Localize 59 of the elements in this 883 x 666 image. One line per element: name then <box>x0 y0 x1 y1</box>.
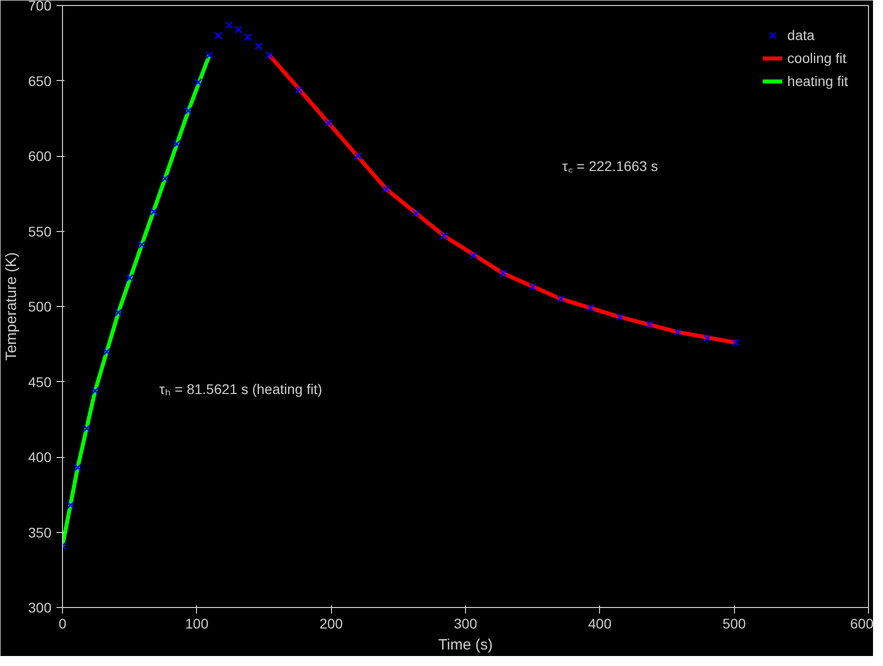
x-tick-label: 400 <box>588 616 612 632</box>
x-axis-title: Time (s) <box>438 636 493 654</box>
point <box>646 320 654 328</box>
point <box>102 348 111 356</box>
point <box>732 338 740 347</box>
point <box>126 274 134 282</box>
legend-label: heating fit <box>787 73 848 89</box>
point <box>586 304 594 312</box>
point <box>674 328 682 336</box>
legend-label: data <box>787 27 815 43</box>
legend-label: cooling fit <box>787 50 846 66</box>
x-tick-label: 200 <box>319 616 344 632</box>
point <box>184 106 192 115</box>
point <box>244 33 252 42</box>
point <box>382 185 390 194</box>
y-tick-label: 550 <box>28 223 52 240</box>
point <box>324 118 332 127</box>
y-tick-label: 350 <box>28 524 52 540</box>
point <box>205 51 214 60</box>
point <box>499 269 508 278</box>
point <box>528 283 537 291</box>
point <box>440 232 448 240</box>
point <box>703 334 712 342</box>
y-tick-label: 400 <box>28 449 52 465</box>
point <box>194 78 202 86</box>
y-tick-label: 700 <box>28 0 52 14</box>
annotation: τₕ = 81.5621 s (heating fit) <box>159 380 322 397</box>
point <box>138 240 146 249</box>
point <box>294 86 303 94</box>
y-tick-label: 300 <box>28 600 52 616</box>
x-tick-label: 100 <box>185 616 209 632</box>
point <box>74 464 82 472</box>
y-tick-label: 600 <box>28 148 52 164</box>
y-axis-title: Temperature (K) <box>3 252 20 361</box>
annotation: τ꜀ = 222.1663 s <box>562 158 658 174</box>
point <box>254 42 263 50</box>
point <box>354 152 362 160</box>
point <box>66 501 74 510</box>
point <box>150 208 158 216</box>
point <box>82 424 91 432</box>
y-tick-label: 450 <box>28 374 52 390</box>
x-tick-label: 0 <box>58 616 67 632</box>
point <box>265 51 274 60</box>
x-tick-label: 300 <box>454 616 478 632</box>
point <box>172 140 181 148</box>
point <box>91 386 100 395</box>
y-tick-label: 650 <box>28 72 52 89</box>
point <box>470 251 478 260</box>
point <box>234 26 242 34</box>
y-tick-label: 500 <box>28 298 52 314</box>
x-tick-label: 500 <box>722 616 746 632</box>
point <box>114 308 122 316</box>
x-tick-label: 600 <box>850 616 874 632</box>
point <box>556 295 565 303</box>
point <box>225 21 234 29</box>
point <box>161 174 169 183</box>
point <box>214 32 222 40</box>
point <box>616 313 624 321</box>
point <box>412 209 420 218</box>
